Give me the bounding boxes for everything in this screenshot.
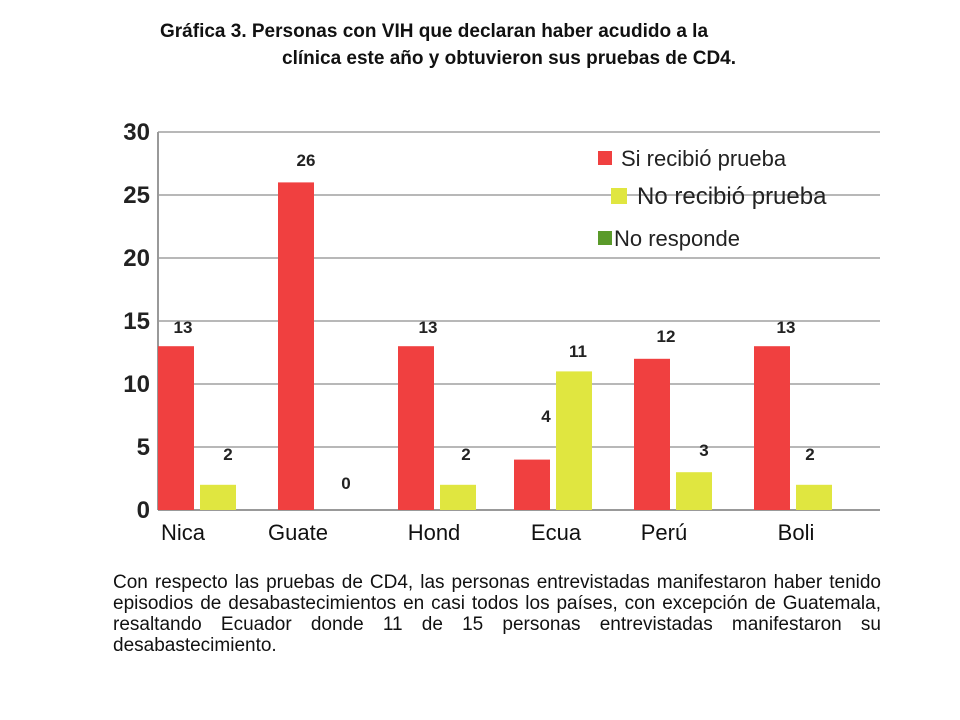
category-label: Perú bbox=[641, 520, 687, 545]
y-tick-label: 25 bbox=[123, 182, 150, 209]
legend: Si recibió prueba No recibió prueba No res… bbox=[598, 146, 827, 251]
data-label: 2 bbox=[223, 445, 232, 464]
data-label: 13 bbox=[777, 318, 796, 337]
bar-si-recibio bbox=[158, 346, 194, 510]
category-label: Ecua bbox=[531, 520, 582, 545]
legend-swatch bbox=[598, 151, 612, 165]
data-label: 13 bbox=[419, 318, 438, 337]
category-label: Guate bbox=[268, 520, 328, 545]
legend-swatch bbox=[611, 188, 627, 204]
title-line-2: clínica este año y obtuvieron sus prueba… bbox=[282, 48, 737, 69]
y-tick-label: 10 bbox=[123, 371, 150, 398]
data-label: 2 bbox=[805, 445, 814, 464]
bar-no-recibio bbox=[676, 472, 712, 510]
title-line-1: Gráfica 3. Personas con VIH que declaran… bbox=[160, 21, 709, 42]
bar-si-recibio bbox=[278, 182, 314, 510]
y-tick-label: 5 bbox=[137, 434, 150, 461]
legend-label: No recibió prueba bbox=[637, 183, 827, 210]
bar-no-recibio bbox=[556, 371, 592, 510]
data-label: 3 bbox=[699, 441, 708, 460]
y-tick-label: 0 bbox=[137, 497, 150, 524]
category-label: Hond bbox=[408, 520, 461, 545]
bar-no-recibio bbox=[440, 484, 476, 510]
category-label: Nica bbox=[161, 520, 206, 545]
data-label: 11 bbox=[569, 342, 587, 361]
data-label: 0 bbox=[341, 474, 350, 493]
data-label: 13 bbox=[174, 318, 193, 337]
legend-swatch bbox=[598, 231, 612, 245]
legend-label: Si recibió prueba bbox=[621, 146, 787, 171]
description-paragraph: Con respecto las pruebas de CD4, las per… bbox=[113, 572, 881, 656]
legend-label: No responde bbox=[614, 226, 740, 251]
bar-si-recibio bbox=[634, 358, 670, 510]
chart-title: Gráfica 3. Personas con VIH que declaran… bbox=[160, 18, 880, 72]
y-tick-label: 30 bbox=[123, 119, 150, 146]
bar-si-recibio bbox=[754, 346, 790, 510]
y-tick-label: 20 bbox=[123, 245, 150, 272]
bar-no-recibio bbox=[796, 484, 832, 510]
bar-si-recibio bbox=[398, 346, 434, 510]
data-label: 2 bbox=[461, 445, 470, 464]
x-axis-categories: Nica Guate Hond Ecua Perú Boli bbox=[161, 520, 814, 545]
data-label: 26 bbox=[297, 151, 316, 170]
data-label: 12 bbox=[657, 327, 676, 346]
bars bbox=[158, 182, 832, 510]
category-label: Boli bbox=[778, 520, 815, 545]
bar-no-recibio bbox=[200, 484, 236, 510]
data-labels: 13 26 13 4 12 13 2 0 2 11 3 2 bbox=[174, 151, 815, 493]
y-tick-label: 15 bbox=[123, 308, 150, 335]
y-axis-ticks: 0 5 10 15 20 25 30 bbox=[123, 119, 150, 524]
data-label: 4 bbox=[541, 407, 551, 426]
bar-si-recibio bbox=[514, 459, 550, 510]
